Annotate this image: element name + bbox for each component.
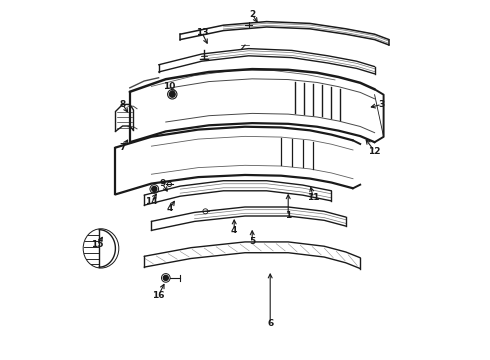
- Text: 8: 8: [120, 100, 126, 109]
- Text: 11: 11: [307, 194, 319, 202]
- Text: 16: 16: [152, 291, 165, 300]
- Text: 7: 7: [120, 143, 126, 152]
- Circle shape: [152, 186, 157, 192]
- Text: 9: 9: [159, 179, 166, 188]
- Circle shape: [163, 275, 169, 280]
- Text: 4: 4: [166, 204, 172, 213]
- Circle shape: [170, 91, 175, 97]
- Text: 5: 5: [249, 237, 255, 246]
- Text: 3: 3: [379, 100, 385, 109]
- Text: 13: 13: [196, 28, 208, 37]
- Text: 10: 10: [163, 82, 175, 91]
- Text: 4: 4: [231, 226, 237, 235]
- Text: 6: 6: [267, 320, 273, 328]
- Text: 12: 12: [368, 147, 381, 156]
- Text: 1: 1: [285, 211, 292, 220]
- Text: 15: 15: [91, 240, 104, 249]
- Text: 14: 14: [145, 197, 158, 206]
- Text: 2: 2: [249, 10, 255, 19]
